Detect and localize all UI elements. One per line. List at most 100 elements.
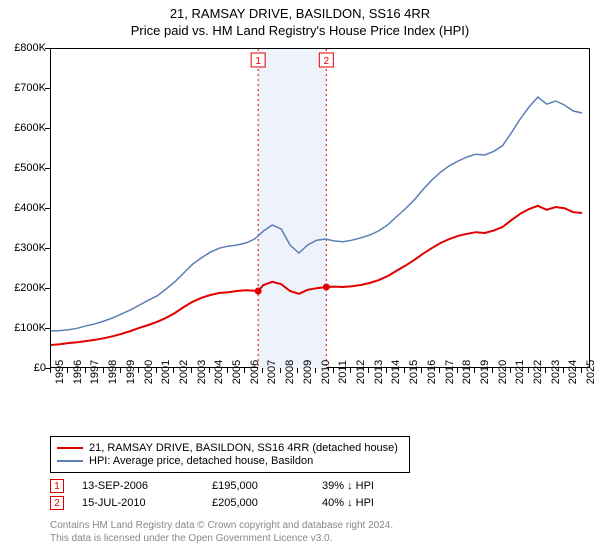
x-tick-label: 2012: [355, 360, 367, 384]
y-tick-label: £700K: [14, 82, 46, 94]
x-tick: [510, 368, 511, 373]
x-tick-label: 1995: [54, 360, 66, 384]
x-tick: [386, 368, 387, 373]
x-tick: [404, 368, 405, 373]
y-tick-label: £500K: [14, 162, 46, 174]
x-tick: [85, 368, 86, 373]
x-tick: [262, 368, 263, 373]
x-tick-label: 2011: [337, 360, 349, 384]
title-address: 21, RAMSAY DRIVE, BASILDON, SS16 4RR: [0, 6, 600, 21]
x-tick-label: 2007: [266, 360, 278, 384]
event-price: £195,000: [212, 480, 322, 492]
y-tick-label: £0: [34, 362, 46, 374]
x-tick-label: 2017: [444, 360, 456, 384]
title-subtitle: Price paid vs. HM Land Registry's House …: [0, 23, 600, 38]
legend-item: HPI: Average price, detached house, Basi…: [57, 455, 403, 467]
event-number: 2: [54, 498, 60, 509]
x-tick-label: 2023: [550, 360, 562, 384]
x-tick: [315, 368, 316, 373]
x-tick: [563, 368, 564, 373]
y-tick-label: £800K: [14, 42, 46, 54]
x-tick-label: 2014: [390, 360, 402, 384]
plot-svg: 12: [51, 49, 591, 369]
x-tick: [103, 368, 104, 373]
legend-swatch: [57, 447, 83, 449]
event-delta: 40% ↓ HPI: [322, 497, 442, 509]
x-tick-label: 1998: [107, 360, 119, 384]
event-marker-icon: 1: [50, 479, 64, 493]
x-tick: [439, 368, 440, 373]
x-tick: [297, 368, 298, 373]
copyright: Contains HM Land Registry data © Crown c…: [50, 520, 590, 545]
event-date: 13-SEP-2006: [82, 480, 212, 492]
event-delta: 39% ↓ HPI: [322, 480, 442, 492]
x-tick-label: 2021: [514, 360, 526, 384]
x-tick: [457, 368, 458, 373]
legend-swatch: [57, 460, 83, 462]
x-tick: [209, 368, 210, 373]
x-tick: [67, 368, 68, 373]
y-tick-label: £200K: [14, 282, 46, 294]
chart-container: 21, RAMSAY DRIVE, BASILDON, SS16 4RR Pri…: [0, 0, 600, 560]
x-tick-label: 2001: [160, 360, 172, 384]
x-tick-label: 2010: [320, 360, 332, 384]
x-tick-label: 2004: [213, 360, 225, 384]
x-tick-label: 1997: [89, 360, 101, 384]
x-tick-label: 2008: [284, 360, 296, 384]
legend: 21, RAMSAY DRIVE, BASILDON, SS16 4RR (de…: [50, 436, 410, 473]
y-tick-label: £100K: [14, 322, 46, 334]
x-tick-label: 2019: [479, 360, 491, 384]
x-tick: [156, 368, 157, 373]
x-tick-label: 2003: [196, 360, 208, 384]
x-tick-label: 2009: [302, 360, 314, 384]
x-tick: [474, 368, 475, 373]
copyright-line: Contains HM Land Registry data © Crown c…: [50, 520, 590, 533]
x-tick: [280, 368, 281, 373]
legend-label: 21, RAMSAY DRIVE, BASILDON, SS16 4RR (de…: [89, 442, 398, 454]
x-tick: [581, 368, 582, 373]
x-tick: [227, 368, 228, 373]
y-tick-label: £600K: [14, 122, 46, 134]
x-tick-label: 2000: [143, 360, 155, 384]
event-number: 1: [54, 481, 60, 492]
legend-label: HPI: Average price, detached house, Basi…: [89, 455, 313, 467]
title-area: 21, RAMSAY DRIVE, BASILDON, SS16 4RR Pri…: [0, 0, 600, 38]
y-tick-label: £400K: [14, 202, 46, 214]
events-area: 1 13-SEP-2006 £195,000 39% ↓ HPI 2 15-JU…: [50, 476, 590, 513]
event-marker-icon: 2: [50, 496, 64, 510]
x-tick-label: 2015: [408, 360, 420, 384]
x-tick: [350, 368, 351, 373]
x-tick: [50, 368, 51, 373]
x-tick: [120, 368, 121, 373]
x-tick-label: 2022: [532, 360, 544, 384]
x-tick-label: 2018: [461, 360, 473, 384]
x-tick: [545, 368, 546, 373]
x-tick-label: 2025: [585, 360, 597, 384]
x-tick: [333, 368, 334, 373]
event-date: 15-JUL-2010: [82, 497, 212, 509]
x-tick: [528, 368, 529, 373]
x-tick: [244, 368, 245, 373]
x-tick: [421, 368, 422, 373]
x-tick-label: 1996: [72, 360, 84, 384]
x-tick-label: 2024: [567, 360, 579, 384]
svg-text:1: 1: [255, 56, 261, 67]
x-tick-label: 2020: [497, 360, 509, 384]
svg-text:2: 2: [324, 56, 330, 67]
event-price: £205,000: [212, 497, 322, 509]
event-row: 2 15-JUL-2010 £205,000 40% ↓ HPI: [50, 496, 590, 510]
x-tick: [173, 368, 174, 373]
x-tick-label: 1999: [125, 360, 137, 384]
y-tick-label: £300K: [14, 242, 46, 254]
plot-area: 12: [50, 48, 590, 368]
x-tick: [138, 368, 139, 373]
chart-area: 12 £0£100K£200K£300K£400K£500K£600K£700K…: [50, 48, 590, 400]
x-tick-label: 2006: [249, 360, 261, 384]
x-tick: [492, 368, 493, 373]
event-row: 1 13-SEP-2006 £195,000 39% ↓ HPI: [50, 479, 590, 493]
x-tick-label: 2002: [178, 360, 190, 384]
x-tick-label: 2016: [426, 360, 438, 384]
x-tick: [191, 368, 192, 373]
x-tick: [368, 368, 369, 373]
x-tick-label: 2005: [231, 360, 243, 384]
